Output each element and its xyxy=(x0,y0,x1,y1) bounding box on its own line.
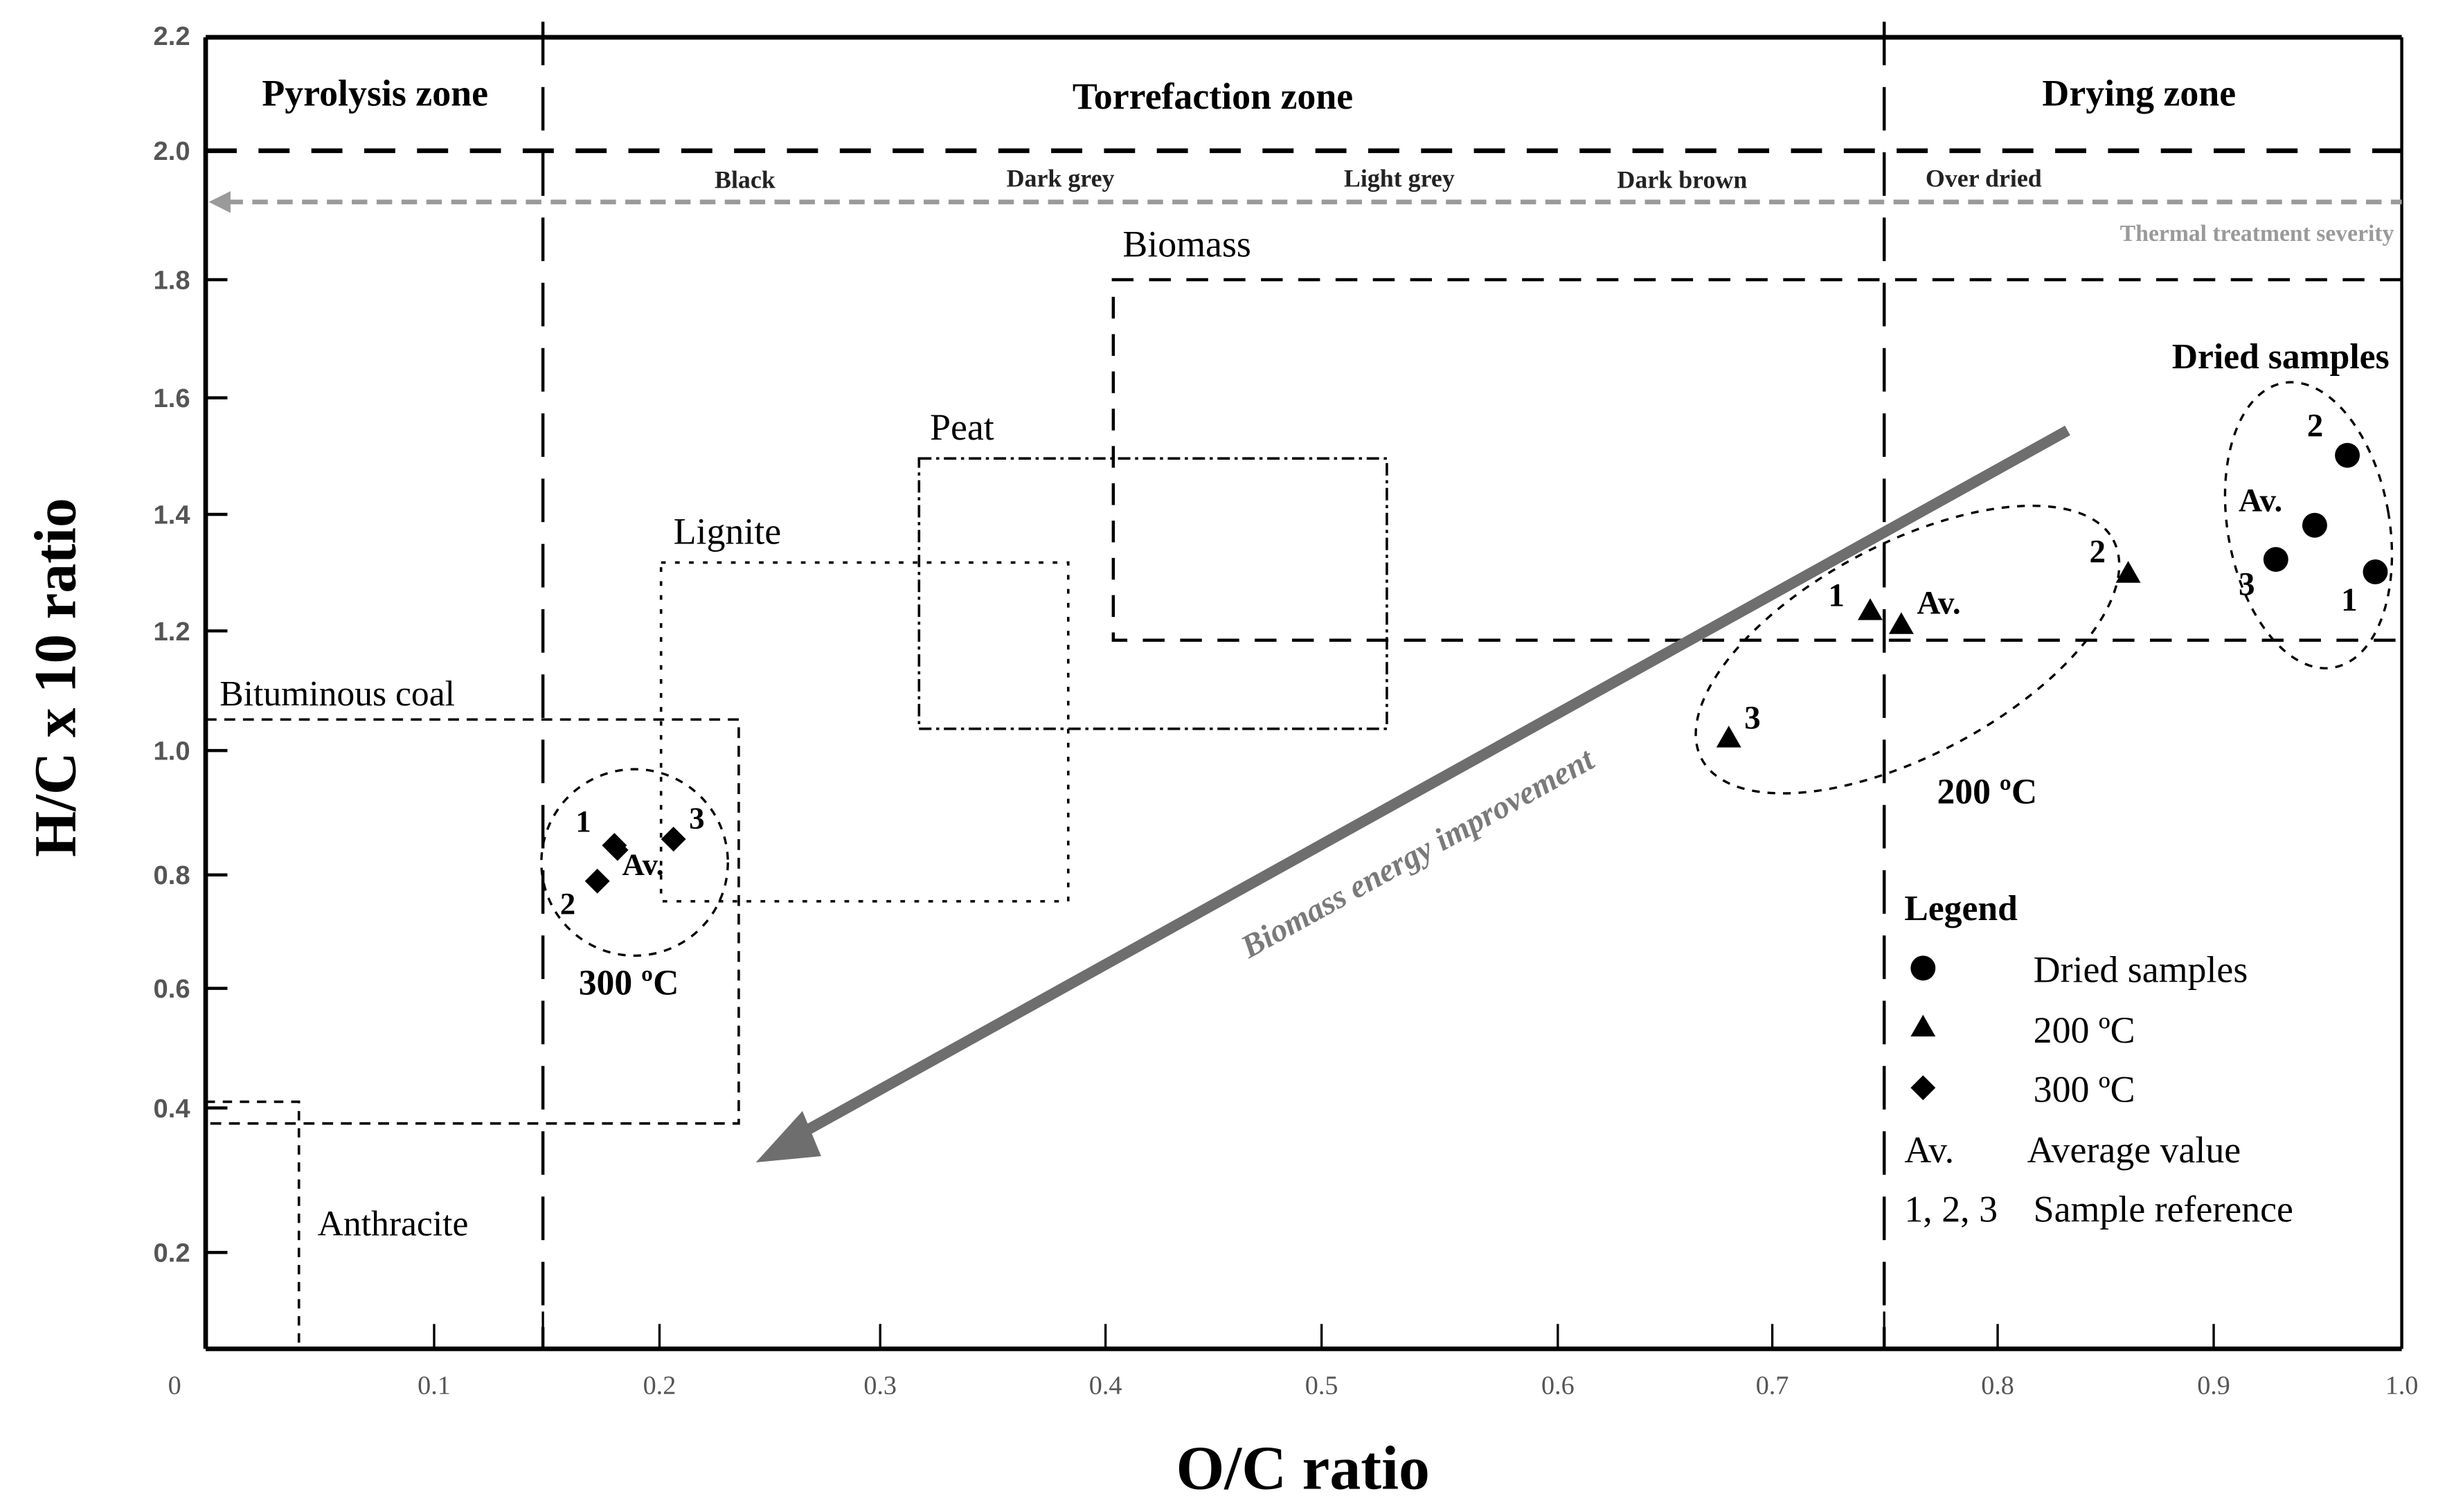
av-label: Av. xyxy=(2239,483,2282,519)
point-dried-av xyxy=(2302,512,2327,538)
plot-frame xyxy=(203,35,2403,1351)
ref-label: 2 xyxy=(2089,534,2106,570)
series-200 xyxy=(1716,561,2141,748)
ref-label: 1 xyxy=(575,804,591,838)
y-axis-title: H/C x 10 ratio xyxy=(23,498,88,857)
region-label-lignite: Lignite xyxy=(674,511,782,552)
color-label-dark-grey: Dark grey xyxy=(1007,164,1115,192)
ellipse-300 xyxy=(540,768,729,957)
x-tick-label: 0.9 xyxy=(2197,1371,2230,1400)
x-tick-label: 0.7 xyxy=(1756,1371,1789,1400)
x-tick-label: 0.8 xyxy=(1981,1371,2014,1400)
y-tick-label: 1.6 xyxy=(154,384,190,413)
legend-ref-symbol: 1, 2, 3 xyxy=(1904,1188,1998,1230)
point-200-3 xyxy=(1716,726,1741,748)
color-label-over-dried: Over dried xyxy=(1926,164,2042,192)
zone-separators xyxy=(541,21,1886,1349)
x-tick-label: 0 xyxy=(168,1371,181,1400)
y-tick-label: 0.2 xyxy=(154,1239,190,1268)
point-dried-1 xyxy=(2363,559,2388,584)
y-tick-labels: 2.2 2.0 1.8 1.6 1.4 1.2 1.0 0.8 0.6 0.4 … xyxy=(154,21,190,1268)
legend-ref-label: Sample reference xyxy=(2034,1188,2293,1230)
y-tick-label: 1.8 xyxy=(154,265,190,295)
legend-circle-icon xyxy=(1910,955,1936,981)
zone-label-drying: Drying zone xyxy=(2042,73,2236,114)
legend-200-label: 200 ºC xyxy=(2034,1009,2135,1051)
group-label-dried: Dried samples xyxy=(2172,337,2390,377)
zone-label-torrefaction: Torrefaction zone xyxy=(1073,75,1353,117)
x-axis-title: O/C ratio xyxy=(1176,1434,1429,1502)
x-tick-label: 0.3 xyxy=(863,1371,897,1400)
legend-dried-label: Dried samples xyxy=(2034,949,2248,991)
x-tick-label: 0.1 xyxy=(418,1371,451,1400)
legend: Legend Dried samples 200 ºC 300 ºC Av. A… xyxy=(1904,889,2293,1230)
region-label-anthracite: Anthracite xyxy=(318,1204,469,1243)
av-label: Av. xyxy=(622,847,664,882)
x-axis-ticks xyxy=(433,1311,2215,1349)
point-300-3 xyxy=(661,827,686,852)
y-tick-label: 0.8 xyxy=(154,861,190,890)
x-tick-label: 0.6 xyxy=(1541,1371,1575,1400)
y-tick-label: 1.0 xyxy=(154,737,190,766)
region-label-peat: Peat xyxy=(930,406,994,448)
zone-label-pyrolysis: Pyrolysis zone xyxy=(262,73,488,114)
color-label-black: Black xyxy=(715,166,776,194)
point-dried-3 xyxy=(2263,547,2288,573)
legend-diamond-icon xyxy=(1910,1075,1936,1101)
region-label-bituminous: Bituminous coal xyxy=(219,674,455,714)
region-lignite xyxy=(659,561,1070,903)
point-dried-2 xyxy=(2335,442,2360,468)
point-300-2 xyxy=(584,868,610,894)
point-200-av xyxy=(1888,612,1914,634)
y-tick-label: 1.2 xyxy=(154,617,190,647)
y-tick-label: 1.4 xyxy=(154,500,190,530)
energy-improvement-arrow xyxy=(755,425,2070,1162)
series-dried xyxy=(2263,442,2388,584)
y-tick-label: 2.2 xyxy=(154,21,190,51)
ref-label: 1 xyxy=(2341,582,2358,618)
ref-label: 3 xyxy=(689,800,704,835)
legend-title: Legend xyxy=(1904,889,2018,928)
legend-av-label: Average value xyxy=(2027,1129,2241,1171)
point-200-2 xyxy=(2115,561,2141,583)
color-label-light-grey: Light grey xyxy=(1344,164,1455,192)
y-tick-label: 0.4 xyxy=(154,1094,190,1124)
av-label: Av. xyxy=(1917,586,1960,622)
legend-300-label: 300 ºC xyxy=(2034,1068,2135,1110)
x-tick-labels: 0 0.1 0.2 0.3 0.4 0.5 0.6 0.7 0.8 0.9 1.… xyxy=(168,1371,2419,1400)
x-tick-label: 0.5 xyxy=(1305,1371,1338,1400)
y-tick-label: 0.6 xyxy=(154,974,190,1004)
ref-label: 3 xyxy=(1744,701,1761,737)
region-biomass xyxy=(1111,278,2402,642)
x-tick-label: 0.2 xyxy=(643,1371,676,1400)
region-bituminous-coal xyxy=(206,718,740,1125)
region-peat xyxy=(917,457,1388,730)
region-label-biomass: Biomass xyxy=(1122,223,1251,264)
point-200-1 xyxy=(1858,598,1883,620)
ellipse-dried xyxy=(2223,381,2394,669)
color-label-dark-brown: Dark brown xyxy=(1617,166,1747,194)
severity-arrow xyxy=(208,191,2402,213)
ref-label: 3 xyxy=(2239,567,2255,603)
legend-triangle-icon xyxy=(1910,1014,1936,1037)
arrow-label: Biomass energy improvement xyxy=(1235,741,1601,966)
region-anthracite xyxy=(206,1100,301,1349)
point-300-av xyxy=(607,839,629,861)
legend-av-symbol: Av. xyxy=(1904,1129,1954,1171)
severity-label: Thermal treatment severity xyxy=(2120,221,2394,246)
x-tick-label: 1.0 xyxy=(2385,1371,2419,1400)
ref-label: 2 xyxy=(560,886,575,921)
group-label-300: 300 ºC xyxy=(579,964,679,1003)
x-tick-label: 0.4 xyxy=(1089,1371,1122,1400)
ref-label: 1 xyxy=(1828,577,1845,613)
ellipse-200 xyxy=(1694,504,2121,795)
ref-label: 2 xyxy=(2307,408,2324,444)
group-label-200: 200 ºC xyxy=(1937,772,2038,811)
y-tick-label: 2.0 xyxy=(154,136,190,166)
